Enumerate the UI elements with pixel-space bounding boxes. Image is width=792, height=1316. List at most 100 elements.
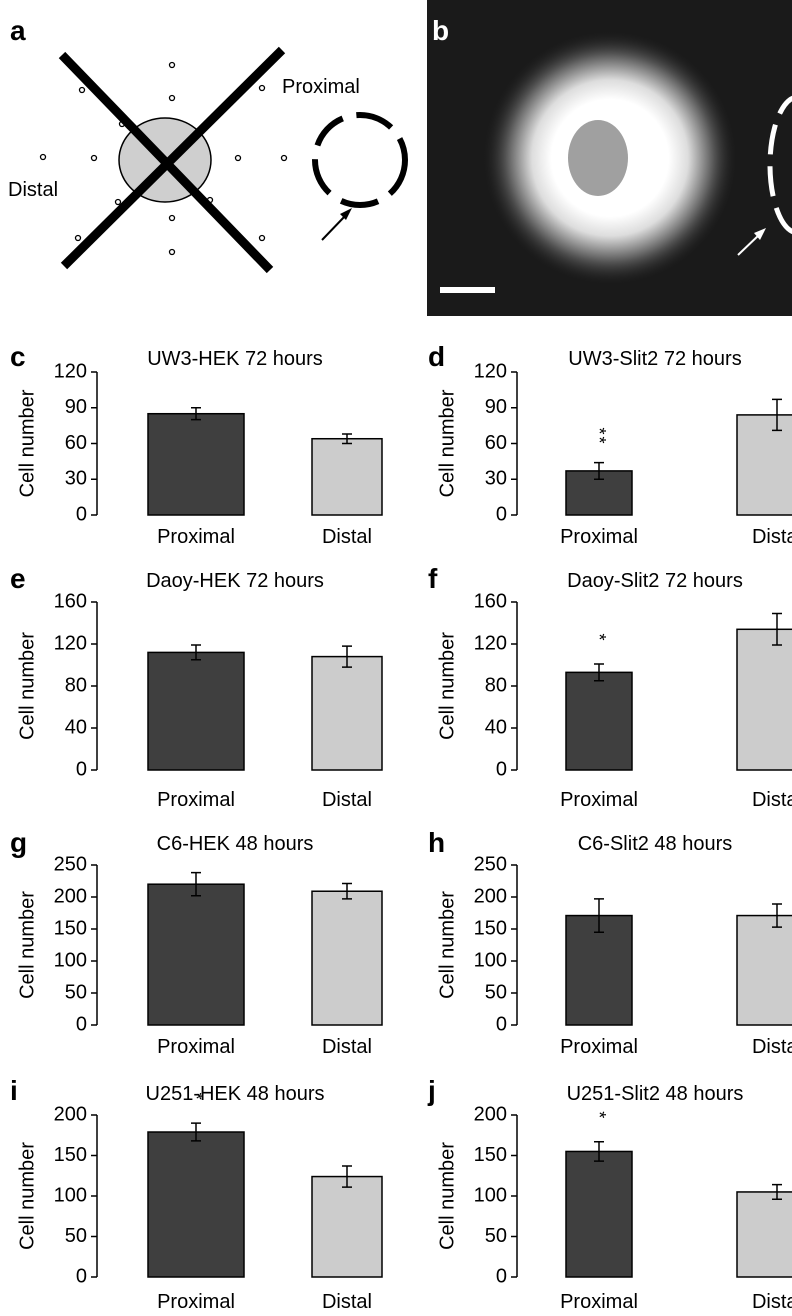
y-tick-label: 40 [65, 716, 87, 738]
bar [148, 652, 244, 770]
bar [312, 657, 382, 770]
y-axis-label: Cell number [16, 389, 38, 497]
bar [148, 414, 244, 515]
x-tick-label: Distal [752, 526, 792, 548]
y-tick-label: 0 [496, 503, 507, 525]
bar [312, 1177, 382, 1277]
y-tick-label: 60 [485, 432, 507, 454]
y-tick-label: 250 [54, 853, 87, 875]
x-tick-label: Proximal [157, 526, 235, 548]
panel-letter: g [10, 827, 27, 858]
y-axis-label: Cell number [16, 1142, 38, 1250]
scale-bar [440, 287, 495, 293]
bar [566, 1151, 632, 1277]
y-tick-label: 200 [474, 1103, 507, 1125]
bar [737, 1192, 792, 1277]
y-tick-label: 0 [496, 1013, 507, 1035]
y-tick-label: 120 [474, 360, 507, 382]
bar [737, 916, 792, 1025]
panel-letter: c [10, 341, 26, 372]
y-tick-label: 200 [54, 885, 87, 907]
panel-letter: h [428, 827, 445, 858]
y-tick-label: 80 [485, 674, 507, 696]
panel-letter: b [432, 15, 449, 46]
arrow [322, 215, 346, 240]
chart-title: Daoy-Slit2 72 hours [567, 570, 743, 592]
y-tick-label: 30 [65, 468, 87, 490]
y-axis-label: Cell number [436, 1142, 458, 1250]
y-tick-label: 0 [496, 758, 507, 780]
chart-panel: j U251-Slit2 48 hours Cell number 0 50 100 150… [427, 1075, 792, 1313]
chart-title: UW3-HEK 72 hours [147, 348, 323, 370]
y-tick-label: 90 [65, 396, 87, 418]
bar [148, 884, 244, 1025]
bar [737, 629, 792, 770]
y-tick-label: 150 [474, 1144, 507, 1166]
y-tick-label: 150 [474, 917, 507, 939]
x-tick-label: Proximal [560, 526, 638, 548]
y-tick-label: 50 [65, 1225, 87, 1247]
significance-marker: * [589, 1111, 609, 1120]
x-tick-label: Distal [322, 526, 372, 548]
y-tick-label: 200 [54, 1103, 87, 1125]
y-tick-label: 0 [76, 1265, 87, 1287]
chart-panel: c UW3-HEK 72 hours Cell number 0 30 60 90 120 Pr… [10, 341, 382, 548]
y-tick-label: 100 [474, 1184, 507, 1206]
y-tick-label: 30 [485, 468, 507, 490]
bar [312, 439, 382, 515]
y-tick-label: 120 [54, 360, 87, 382]
y-axis-label: Cell number [436, 389, 458, 497]
y-tick-label: 100 [474, 949, 507, 971]
panel-letter: j [427, 1075, 436, 1106]
y-tick-label: 150 [54, 1144, 87, 1166]
chart-title: U251-Slit2 48 hours [567, 1083, 744, 1105]
x-tick-label: Distal [752, 1291, 792, 1313]
y-tick-label: 100 [54, 949, 87, 971]
y-tick-label: 120 [474, 632, 507, 654]
y-tick-label: 160 [474, 590, 507, 612]
y-axis-label: Cell number [436, 891, 458, 999]
y-tick-label: 90 [485, 396, 507, 418]
bar [148, 1132, 244, 1277]
x-tick-label: Proximal [157, 789, 235, 811]
bar [312, 891, 382, 1025]
y-tick-label: 100 [54, 1184, 87, 1206]
x-tick-label: Distal [322, 789, 372, 811]
x-tick-label: Proximal [560, 1291, 638, 1313]
y-tick-label: 60 [65, 432, 87, 454]
panel-letter: e [10, 563, 26, 594]
x-tick-label: Proximal [560, 1036, 638, 1058]
panel-letter: i [10, 1075, 18, 1106]
x-tick-label: Proximal [157, 1291, 235, 1313]
bar [566, 672, 632, 770]
y-tick-label: 160 [54, 590, 87, 612]
y-tick-label: 0 [76, 503, 87, 525]
distal-label: Distal [8, 179, 58, 201]
figure: a Proximal Distal b c UW3-HEK 72 hours Cel… [0, 0, 792, 1316]
y-tick-label: 50 [485, 1225, 507, 1247]
y-tick-label: 0 [496, 1265, 507, 1287]
bar [737, 415, 792, 515]
y-axis-label: Cell number [16, 632, 38, 740]
y-axis-label: Cell number [16, 891, 38, 999]
panel-a: a Proximal Distal [8, 15, 405, 270]
y-tick-label: 0 [76, 758, 87, 780]
x-tick-label: Distal [322, 1291, 372, 1313]
y-tick-label: 50 [485, 981, 507, 1003]
chart-title: U251-HEK 48 hours [146, 1083, 325, 1105]
x-tick-label: Proximal [560, 789, 638, 811]
page: a Proximal Distal b c UW3-HEK 72 hours Cel… [0, 0, 792, 1316]
x-tick-label: Distal [752, 789, 792, 811]
y-tick-label: 250 [474, 853, 507, 875]
panel-b: b [427, 0, 792, 316]
y-tick-label: 40 [485, 716, 507, 738]
panel-letter: d [428, 341, 445, 372]
chart-title: C6-HEK 48 hours [157, 833, 314, 855]
y-tick-label: 80 [65, 674, 87, 696]
y-axis-label: Cell number [436, 632, 458, 740]
x-tick-label: Proximal [157, 1036, 235, 1058]
